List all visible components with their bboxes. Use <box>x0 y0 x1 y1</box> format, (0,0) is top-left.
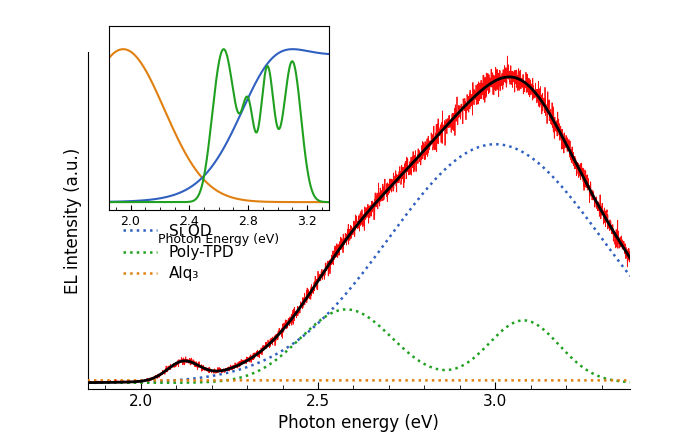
Legend: Si QD, Poly-TPD, Alq₃: Si QD, Poly-TPD, Alq₃ <box>117 218 241 287</box>
X-axis label: Photon Energy (eV): Photon Energy (eV) <box>158 233 279 246</box>
Y-axis label: EL intensity (a.u.): EL intensity (a.u.) <box>64 148 82 294</box>
X-axis label: Photon energy (eV): Photon energy (eV) <box>279 414 439 432</box>
